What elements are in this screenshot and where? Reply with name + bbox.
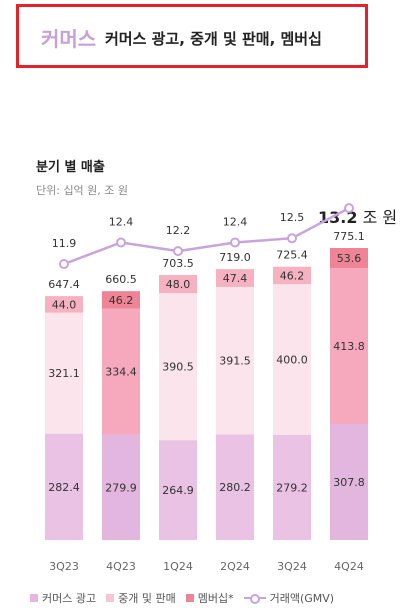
bar-membership-1Q24 (159, 275, 197, 294)
bar-ads-3Q24 (273, 434, 311, 540)
title-box: 커머스 커머스 광고, 중개 및 판매, 멤버십 (16, 4, 368, 68)
value-label-brokerage-4Q23: 334.4 (105, 366, 137, 379)
value-label-ads-4Q23: 279.9 (105, 481, 137, 494)
value-label-membership-4Q24: 53.6 (337, 252, 362, 265)
x-tick-4Q23: 4Q23 (106, 560, 136, 573)
gmv-label-1Q24: 12.2 (166, 224, 191, 237)
x-tick-3Q24: 3Q24 (277, 560, 307, 573)
value-label-brokerage-3Q24: 400.0 (276, 353, 308, 366)
value-label-ads-1Q24: 264.9 (162, 484, 194, 497)
value-label-membership-3Q24: 46.2 (280, 269, 305, 282)
bar-brokerage-4Q23 (102, 308, 140, 435)
total-label-4Q23: 660.5 (105, 273, 137, 286)
x-tick-1Q24: 1Q24 (163, 560, 193, 573)
value-label-brokerage-4Q24: 413.8 (333, 340, 365, 353)
gmv-point-3Q23 (59, 259, 69, 269)
value-label-brokerage-2Q24: 391.5 (219, 355, 251, 368)
legend-item-gmv: 거래액(GMV) (243, 590, 335, 606)
bar-brokerage-3Q23 (45, 312, 83, 434)
legend-label-gmv: 거래액(GMV) (269, 592, 335, 605)
value-label-ads-3Q24: 279.2 (276, 481, 308, 494)
gmv-label-3Q23: 11.9 (52, 237, 77, 250)
legend-swatch-brokerage (106, 594, 115, 602)
bar-ads-1Q24 (159, 440, 197, 540)
total-label-3Q24: 725.4 (276, 249, 308, 262)
bar-ads-2Q24 (216, 434, 254, 540)
value-label-brokerage-1Q24: 390.5 (162, 361, 194, 374)
legend-swatch-membership (185, 594, 194, 602)
gmv-point-2Q24 (230, 237, 240, 248)
units-label: 단위: 십억 원, 조 원 (36, 184, 129, 197)
bar-brokerage-2Q24 (216, 286, 254, 435)
gmv-point-1Q24 (173, 246, 183, 257)
x-tick-2Q24: 2Q24 (220, 560, 250, 573)
bar-membership-3Q23 (45, 296, 83, 313)
value-label-brokerage-3Q23: 321.1 (48, 367, 80, 380)
chart-title: 분기 별 매출 (36, 160, 105, 175)
gmv-label-3Q24: 12.5 (280, 211, 305, 224)
value-label-membership-3Q23: 44.0 (52, 298, 77, 311)
value-label-ads-3Q23: 282.4 (48, 481, 80, 494)
legend-line-gmv (243, 593, 266, 604)
gmv-callout-unit: 조 원 (357, 208, 398, 227)
legend-label-ads: 커머스 광고 (42, 592, 97, 605)
brand-title: 커머스 (41, 27, 97, 51)
bar-membership-3Q24 (273, 266, 311, 285)
bar-ads-4Q24 (330, 424, 368, 540)
gmv-label-2Q24: 12.4 (223, 216, 248, 229)
legend-label-brokerage: 중개 및 판매 (118, 592, 176, 605)
bar-membership-4Q24 (330, 247, 368, 269)
bar-brokerage-4Q24 (330, 268, 368, 425)
gmv-line (63, 206, 350, 266)
gmv-label-4Q23: 12.4 (109, 216, 134, 229)
gmv-point-3Q24 (287, 233, 297, 244)
value-label-membership-4Q23: 46.2 (109, 294, 134, 307)
legend-item-brokerage: 중개 및 판매 (106, 590, 176, 606)
total-label-3Q23: 647.4 (48, 278, 80, 291)
legend-swatch-ads (30, 594, 38, 602)
bar-brokerage-3Q24 (273, 284, 311, 435)
value-label-ads-2Q24: 280.2 (219, 481, 251, 494)
bar-membership-2Q24 (216, 269, 254, 287)
gmv-point-4Q23 (116, 237, 126, 248)
bar-ads-4Q23 (102, 434, 140, 540)
legend: 커머스 광고 중개 및 판매 멤버십* 거래액(GMV) (30, 590, 344, 606)
value-label-membership-1Q24: 48.0 (166, 278, 191, 291)
revenue-chart: 282.4 321.1 44.0 647.4 3Q23 279.9 334.4 46.2 660… (45, 203, 368, 573)
page-subtitle: 커머스 광고, 중개 및 판매, 멤버십 (105, 30, 322, 48)
bar-ads-3Q23 (45, 433, 83, 540)
total-label-2Q24: 719.0 (219, 251, 251, 264)
legend-item-membership: 멤버십* (185, 590, 234, 606)
total-label-4Q24: 775.1 (333, 230, 365, 243)
legend-item-ads: 커머스 광고 (30, 590, 96, 606)
legend-label-membership: 멤버십* (197, 592, 234, 605)
value-label-membership-2Q24: 47.4 (223, 272, 248, 285)
bar-brokerage-1Q24 (159, 293, 197, 441)
x-tick-4Q24: 4Q24 (334, 560, 364, 573)
bar-membership-4Q23 (102, 291, 140, 309)
total-label-1Q24: 703.5 (162, 257, 194, 270)
x-tick-3Q23: 3Q23 (49, 560, 79, 573)
value-label-ads-4Q24: 307.8 (333, 476, 365, 489)
gmv-point-4Q24 (344, 203, 354, 214)
